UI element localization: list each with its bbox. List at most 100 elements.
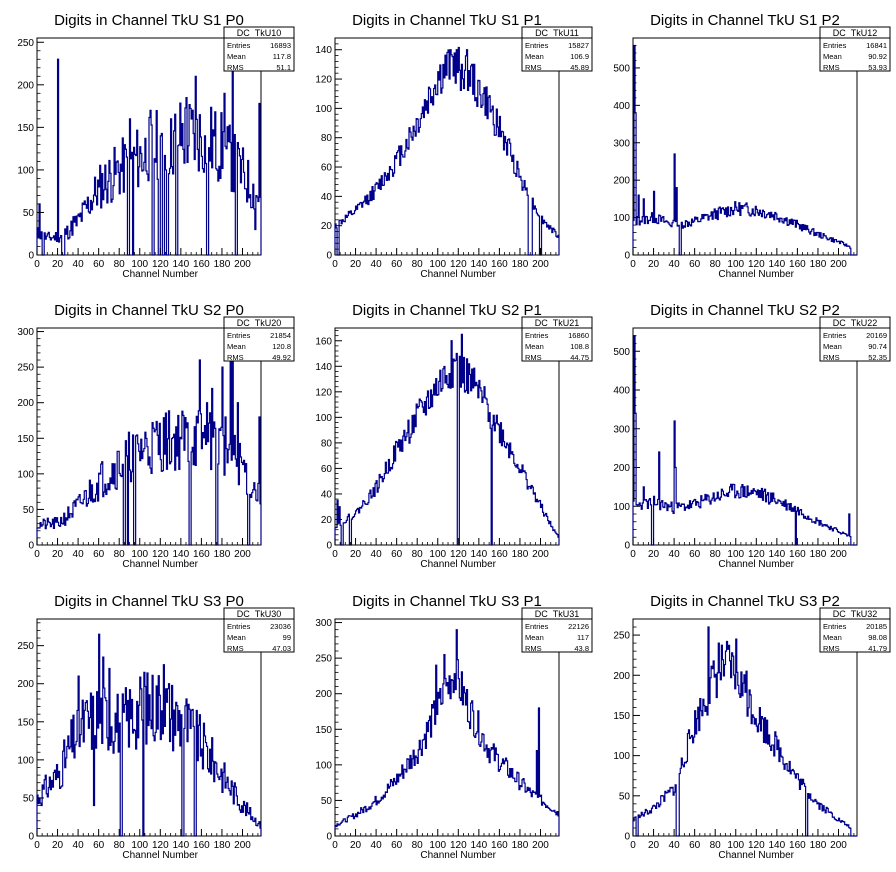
- y-tick-label: 200: [315, 689, 332, 700]
- stats-label: Mean: [227, 633, 246, 642]
- plot-frame: [334, 618, 560, 837]
- y-tick-label: 40: [321, 192, 333, 203]
- stats-label: RMS: [823, 63, 840, 72]
- x-tick-label: 0: [332, 840, 338, 851]
- x-tick-label: 140: [173, 259, 190, 270]
- y-tick-label: 150: [17, 717, 34, 728]
- stats-value: 90.74: [868, 342, 887, 351]
- stats-value: 52.35: [868, 353, 887, 362]
- x-tick-label: 60: [689, 259, 701, 270]
- x-tick-label: 100: [727, 840, 744, 851]
- stats-box-frame: [819, 26, 891, 72]
- x-tick-label: 200: [830, 840, 847, 851]
- x-tick-label: 160: [193, 259, 210, 270]
- stats-value: 98.08: [868, 633, 887, 642]
- stats-box: DC_TkU22 Entries 20169 Mean 90.74 RMS 52.35: [819, 316, 891, 362]
- stats-box: DC_TkU12 Entries 16841 Mean 90.92 RMS 53.93: [819, 26, 891, 72]
- stats-box-frame: [819, 607, 891, 653]
- x-tick-label: 0: [34, 549, 40, 560]
- y-tick-label: 200: [613, 463, 630, 474]
- x-axis-label: Channel Number: [122, 850, 198, 861]
- x-tick-label: 40: [371, 840, 383, 851]
- y-tick-label: 0: [624, 251, 630, 262]
- x-tick-label: 20: [52, 549, 64, 560]
- x-tick-label: 40: [669, 259, 681, 270]
- x-tick-label: 100: [131, 259, 148, 270]
- x-tick-label: 200: [830, 259, 847, 270]
- stats-value: 120.8: [272, 342, 291, 351]
- y-tick-label: 200: [613, 176, 630, 187]
- y-tick-label: 100: [17, 165, 34, 176]
- stats-name: DC_TkU11: [535, 28, 579, 38]
- stats-value: 99: [283, 633, 291, 642]
- x-tick-label: 120: [748, 840, 765, 851]
- stats-box: DC_TkU11 Entries 15827 Mean 106.9 RMS 45.89: [521, 26, 593, 72]
- x-tick-label: 40: [371, 259, 383, 270]
- x-tick-label: 180: [214, 549, 231, 560]
- chart-title: Digits in Channel TkU S3 P0: [54, 593, 244, 610]
- histogram-line: [632, 44, 857, 256]
- stats-value: 108.8: [570, 342, 589, 351]
- x-tick-label: 0: [332, 549, 338, 560]
- x-tick-label: 120: [450, 549, 467, 560]
- y-tick-label: 100: [17, 469, 34, 480]
- y-tick-label: 100: [17, 755, 34, 766]
- x-tick-label: 180: [512, 840, 529, 851]
- stats-label: Mean: [525, 342, 544, 351]
- x-tick-label: 120: [152, 549, 169, 560]
- x-tick-label: 140: [769, 259, 786, 270]
- x-tick-label: 180: [810, 840, 827, 851]
- histogram-line: [334, 333, 560, 546]
- y-tick-label: 250: [17, 38, 34, 49]
- y-tick-label: 50: [23, 505, 35, 516]
- stats-label: Mean: [525, 633, 544, 642]
- histogram-line: [36, 633, 262, 837]
- x-axis-label: Channel Number: [718, 850, 794, 861]
- y-tick-label: 200: [17, 679, 34, 690]
- x-tick-label: 120: [748, 259, 765, 270]
- x-tick-label: 180: [512, 549, 529, 560]
- x-tick-label: 60: [689, 549, 701, 560]
- stats-label: RMS: [227, 353, 244, 362]
- x-tick-label: 200: [532, 259, 549, 270]
- stats-box-frame: [223, 26, 295, 72]
- y-tick-label: 50: [23, 208, 35, 219]
- x-tick-label: 100: [131, 549, 148, 560]
- stats-label: Mean: [823, 633, 842, 642]
- x-tick-label: 20: [52, 259, 64, 270]
- stats-name: DC_TkU10: [237, 28, 282, 38]
- stats-value: 22126: [568, 622, 589, 631]
- x-tick-label: 180: [512, 259, 529, 270]
- y-tick-label: 300: [315, 618, 332, 629]
- x-tick-label: 0: [332, 259, 338, 270]
- y-tick-label: 60: [321, 464, 333, 475]
- y-tick-label: 300: [613, 138, 630, 149]
- chart-title: Digits in Channel TkU S1 P0: [54, 12, 244, 29]
- y-tick-label: 200: [17, 80, 34, 91]
- y-tick-label: 50: [619, 791, 631, 802]
- histogram-panel: Digits in Channel TkU S3 P0 0 20 40 60 80 100 1…: [17, 593, 295, 861]
- x-tick-label: 40: [73, 840, 85, 851]
- y-tick-label: 0: [326, 541, 332, 552]
- x-axis-label: Channel Number: [718, 269, 794, 280]
- plot-frame: [632, 37, 858, 256]
- x-tick-label: 80: [412, 259, 424, 270]
- histogram-panel: Digits in Channel TkU S1 P1 0 20 40 60 80 100 1…: [315, 12, 593, 280]
- stats-box: DC_TkU32 Entries 20185 Mean 98.08 RMS 41.79: [819, 607, 891, 653]
- stats-box: DC_TkU20 Entries 21854 Mean 120.8 RMS 49.92: [223, 316, 295, 362]
- x-tick-label: 120: [450, 840, 467, 851]
- y-tick-label: 0: [624, 541, 630, 552]
- x-tick-label: 20: [648, 840, 660, 851]
- stats-label: Mean: [227, 52, 246, 61]
- stats-box-frame: [521, 607, 593, 653]
- y-tick-label: 50: [321, 796, 333, 807]
- stats-label: Entries: [525, 622, 549, 631]
- x-tick-label: 20: [350, 549, 362, 560]
- stats-box: DC_TkU21 Entries 16860 Mean 108.8 RMS 44.75: [521, 316, 593, 362]
- stats-box-frame: [223, 316, 295, 362]
- x-tick-label: 160: [789, 549, 806, 560]
- stats-value: 16893: [270, 41, 291, 50]
- x-tick-label: 200: [234, 259, 251, 270]
- x-tick-label: 160: [193, 840, 210, 851]
- y-tick-label: 60: [321, 163, 333, 174]
